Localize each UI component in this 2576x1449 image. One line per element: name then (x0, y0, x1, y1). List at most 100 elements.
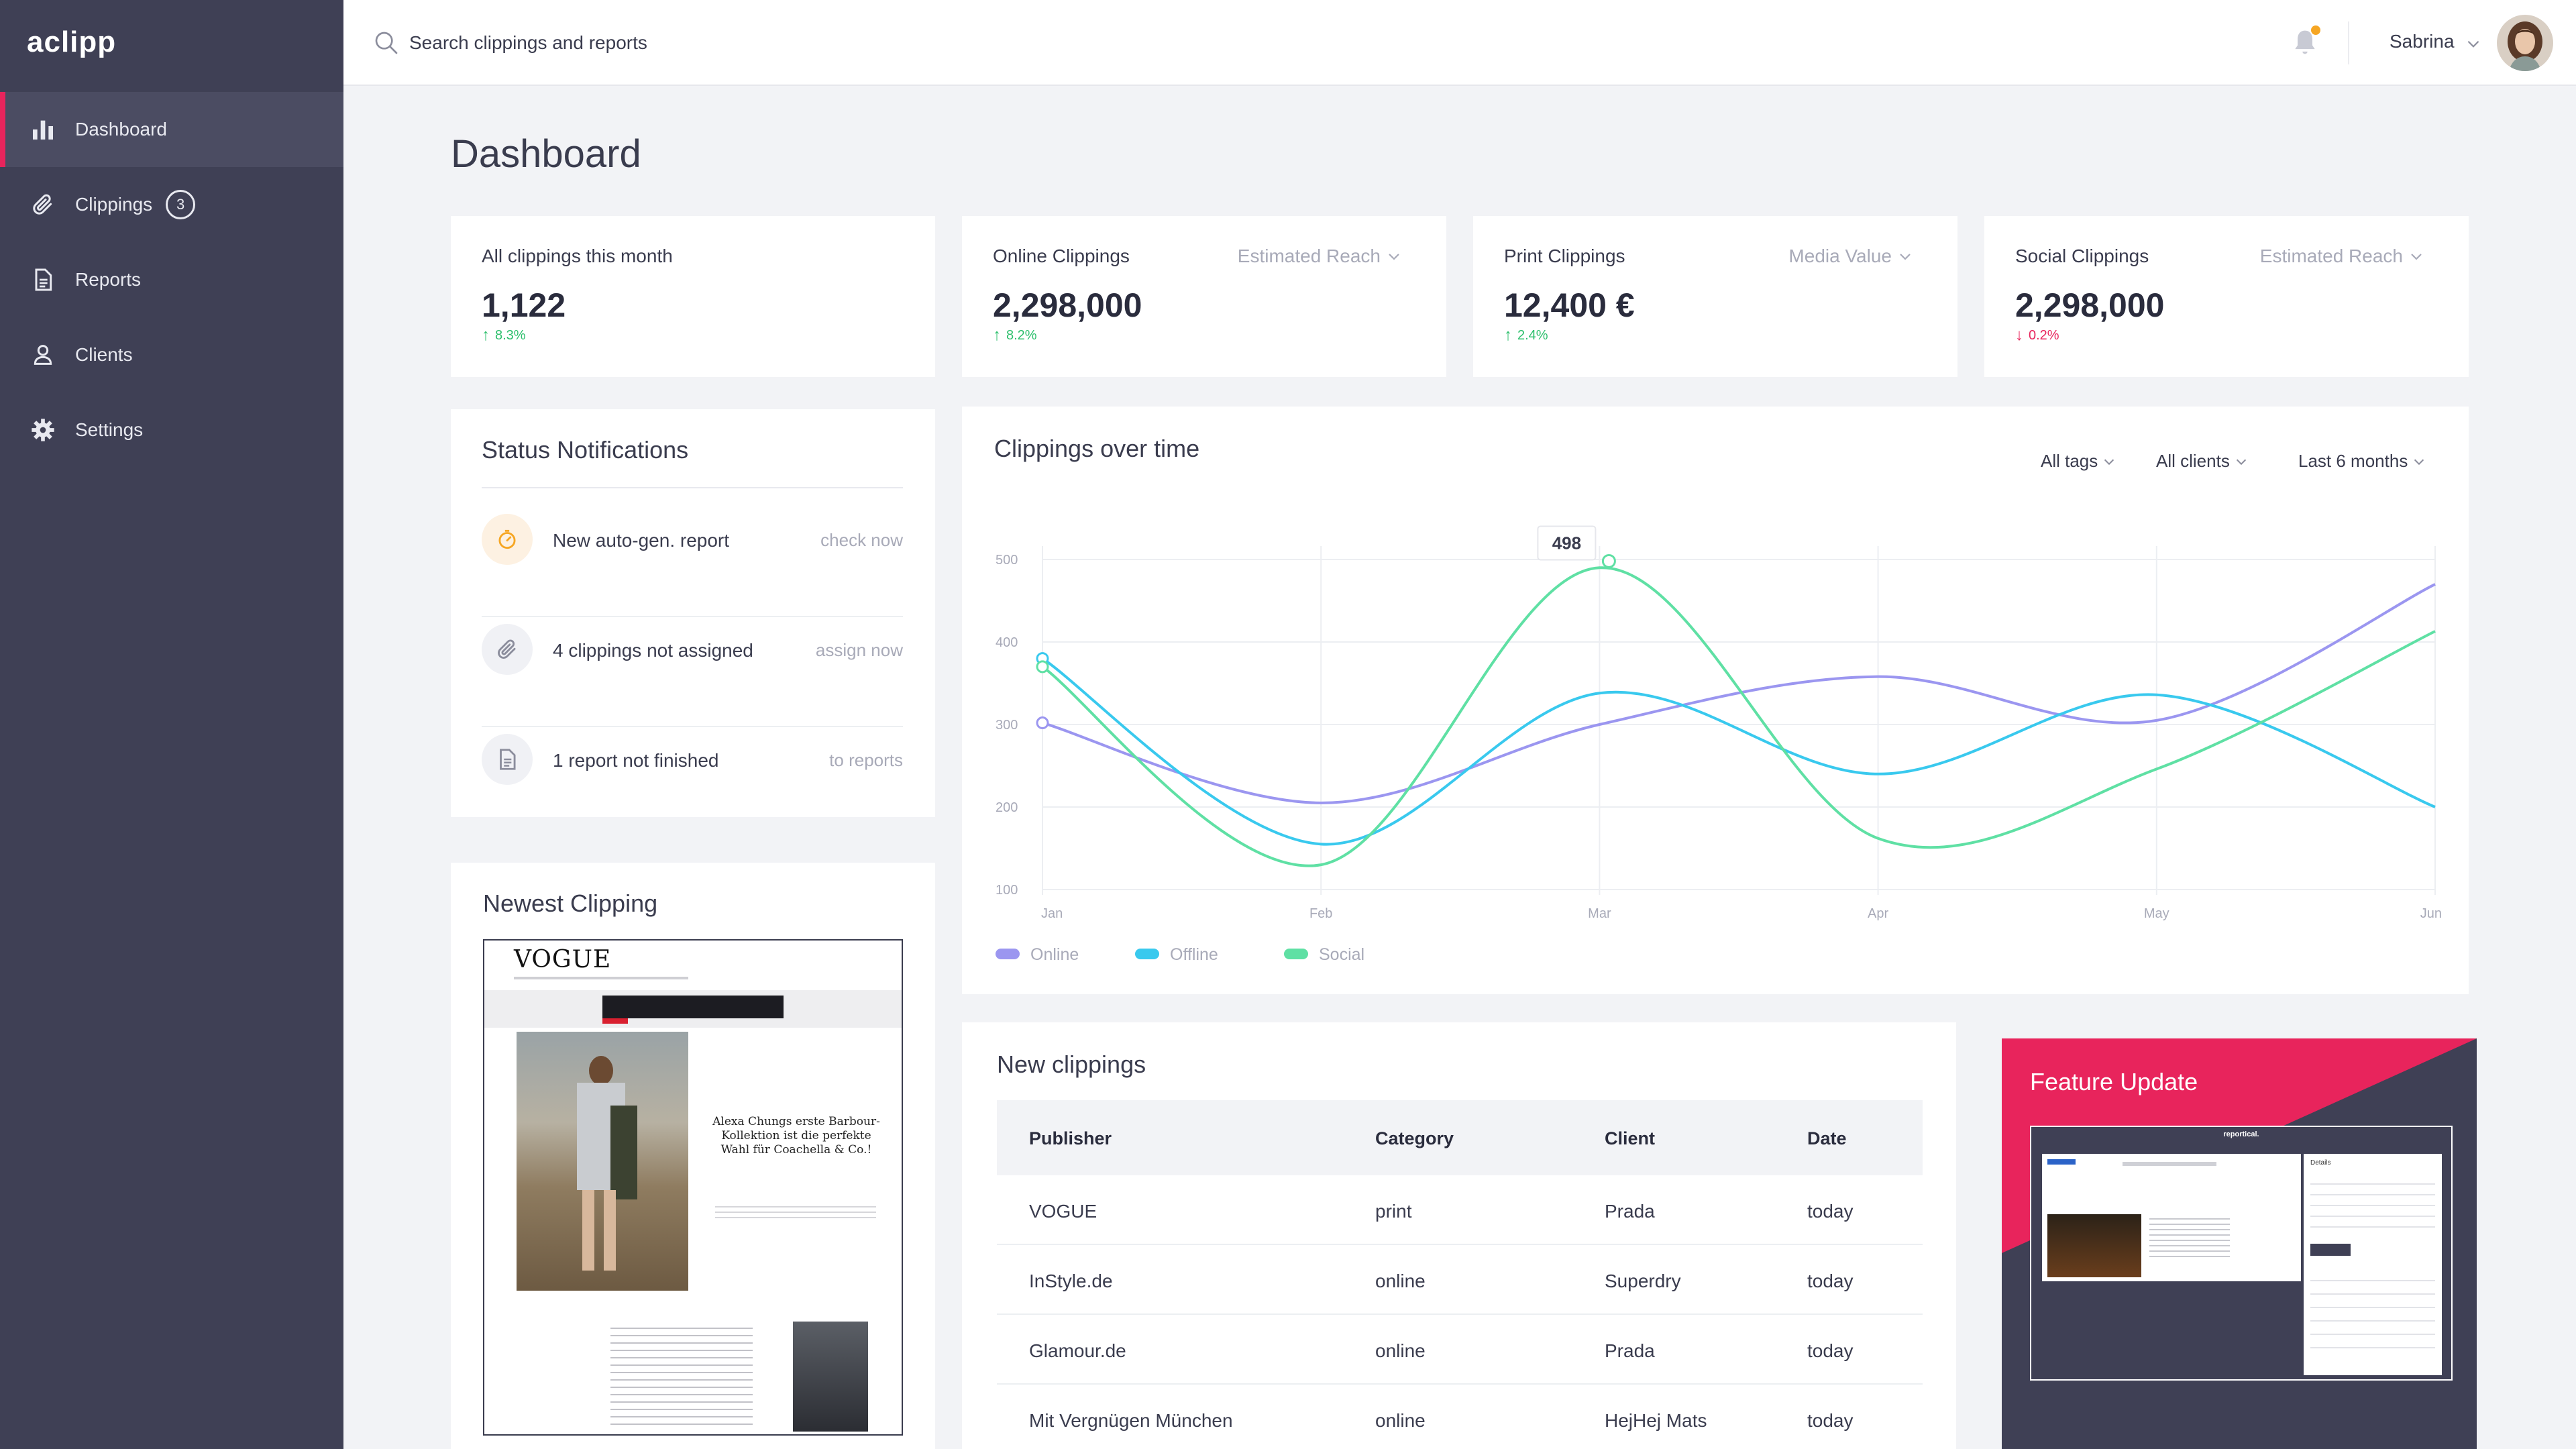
clipping-photo (517, 1032, 688, 1291)
metric-dropdown[interactable]: Estimated Reach (2260, 246, 2424, 267)
period-filter[interactable]: Last 6 months (2298, 451, 2426, 472)
stat-change-value: 2.4% (1517, 327, 1548, 343)
cell-category: online (1375, 1410, 1426, 1431)
tooltip-value: 498 (1552, 533, 1581, 553)
y-tick-label: 300 (996, 718, 1018, 733)
reportical-logo: reportical. (2223, 1130, 2259, 1138)
article-text-lines (610, 1322, 753, 1429)
topbar: Sabrina (343, 0, 2576, 86)
arrow-down-icon: ↓ (2015, 326, 2023, 344)
clippings-count-badge: 3 (166, 190, 196, 219)
period-filter-label: Last 6 months (2298, 451, 2408, 471)
chevron-down-icon (2414, 459, 2424, 465)
clients-filter-label: All clients (2156, 451, 2230, 471)
user-icon (30, 341, 56, 368)
clippings-chart-card: Clippings over time All tags All clients… (962, 407, 2469, 994)
cell-category: print (1375, 1201, 1412, 1222)
x-tick-label: Apr (1868, 906, 1888, 921)
feature-screenshot: reportical. Details (2030, 1126, 2453, 1381)
assign-now-link[interactable]: assign now (815, 640, 903, 660)
stat-change: ↑ 8.3% (482, 326, 526, 345)
cell-date: today (1807, 1410, 1854, 1431)
topbar-divider (2348, 21, 2349, 64)
sidebar-item-clippings[interactable]: Clippings 3 (0, 167, 343, 242)
column-header-publisher[interactable]: Publisher (1029, 1128, 1112, 1148)
sidebar-item-settings[interactable]: Settings (0, 392, 343, 468)
stat-change-value: 8.2% (1006, 327, 1037, 343)
legend-label: Offline (1170, 945, 1218, 964)
feature-title: Feature Update (2030, 1068, 2198, 1095)
table-row[interactable]: Glamour.de online Prada today (997, 1315, 1923, 1385)
gear-icon (30, 417, 56, 443)
person-leg (582, 1190, 594, 1271)
legend-swatch (996, 949, 1020, 959)
person-leg (604, 1190, 616, 1271)
search-input[interactable] (409, 24, 1013, 62)
legend-swatch (1135, 949, 1159, 959)
stat-change-value: 0.2% (2029, 327, 2059, 343)
notification-dot (2311, 25, 2320, 35)
chevron-down-icon (2104, 459, 2114, 465)
arrow-up-icon: ↑ (482, 326, 490, 344)
table-row[interactable]: VOGUE print Prada today (997, 1175, 1923, 1245)
clipping-preview[interactable]: VOGUE Alexa Chungs erste Barbour-Kollekt… (483, 939, 903, 1436)
chevron-down-icon[interactable] (2465, 35, 2482, 52)
app-logo[interactable]: aclipp (27, 25, 117, 58)
table-row[interactable]: InStyle.de online Superdry today (997, 1245, 1923, 1315)
sidebar-item-dashboard[interactable]: Dashboard (0, 92, 343, 167)
column-header-client[interactable]: Client (1605, 1128, 1656, 1148)
preview-document (2042, 1154, 2301, 1281)
stat-card-social-clippings: Social Clippings Estimated Reach 2,298,0… (1984, 216, 2469, 377)
metric-dropdown[interactable]: Media Value (1788, 246, 1913, 267)
red-tag (602, 1018, 628, 1024)
table-title: New clippings (997, 1051, 1146, 1078)
x-tick-label: Feb (1309, 906, 1332, 921)
document-icon (482, 734, 533, 785)
cell-date: today (1807, 1201, 1854, 1222)
cell-client: Prada (1605, 1201, 1655, 1222)
legend-swatch (1284, 949, 1308, 959)
stat-change: ↓ 0.2% (2015, 326, 2059, 345)
paperclip-icon (30, 191, 56, 218)
status-title: Status Notifications (482, 436, 689, 464)
stat-value: 2,298,000 (2015, 286, 2165, 324)
y-tick-label: 100 (996, 883, 1018, 898)
table-row[interactable]: Mit Vergnügen München online HejHej Mats… (997, 1385, 1923, 1449)
chevron-down-icon (1900, 254, 1911, 260)
tags-filter[interactable]: All tags (2041, 451, 2116, 472)
x-tick-label: Jan (1041, 906, 1063, 921)
metric-dropdown[interactable]: Estimated Reach (1238, 246, 1402, 267)
line-chart: 100 200 300 400 500 Jan Feb Mar Apr May Jun 498 Onli… (996, 525, 2442, 964)
to-reports-link[interactable]: to reports (829, 750, 903, 770)
arrow-up-icon: ↑ (993, 326, 1001, 344)
person-head (589, 1056, 613, 1085)
sidebar: aclipp Dashboard Clippings 3 Reports Cli (0, 0, 343, 1449)
sidebar-nav: Dashboard Clippings 3 Reports Clients (0, 92, 343, 468)
metric-dropdown-label: Estimated Reach (1237, 246, 1381, 266)
search-icon[interactable] (373, 30, 400, 56)
paperclip-icon (482, 624, 533, 675)
column-header-category[interactable]: Category (1375, 1128, 1454, 1148)
user-name[interactable]: Sabrina (2390, 31, 2455, 52)
clients-filter[interactable]: All clients (2156, 451, 2249, 472)
stat-change-value: 8.3% (495, 327, 526, 343)
legend-label: Social (1319, 945, 1364, 964)
feature-update-card[interactable]: Feature Update reportical. Details (2002, 1038, 2477, 1449)
clock-icon (482, 514, 533, 565)
details-fields (2310, 1174, 2435, 1234)
check-now-link[interactable]: check now (820, 530, 903, 550)
sidebar-item-clients[interactable]: Clients (0, 317, 343, 392)
sidebar-item-reports[interactable]: Reports (0, 242, 343, 317)
avatar[interactable] (2497, 15, 2553, 71)
tooltip-box (1537, 525, 1597, 561)
cell-client: HejHej Mats (1605, 1410, 1707, 1431)
metric-dropdown-label: Estimated Reach (2259, 246, 2403, 266)
column-header-date[interactable]: Date (1807, 1128, 1847, 1148)
details-button (2310, 1244, 2351, 1256)
clipping-headline: Alexa Chungs erste Barbour-Kollektion is… (712, 1115, 880, 1157)
details-label: Details (2310, 1159, 2331, 1167)
stat-card-online-clippings: Online Clippings Estimated Reach 2,298,0… (962, 216, 1446, 377)
bell-icon[interactable] (2290, 27, 2320, 59)
status-item: New auto-gen. report check now (482, 507, 903, 572)
chevron-down-icon (2236, 459, 2246, 465)
